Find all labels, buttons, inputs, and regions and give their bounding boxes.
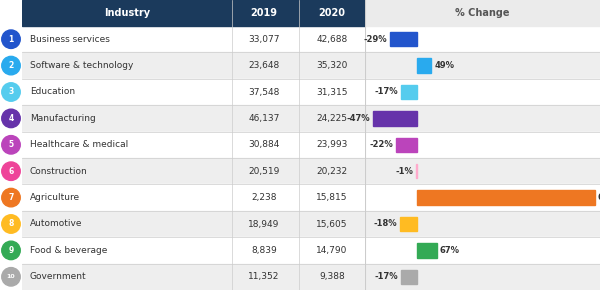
Text: 1: 1 bbox=[8, 35, 14, 44]
Text: 23,993: 23,993 bbox=[316, 140, 347, 149]
Text: 15,815: 15,815 bbox=[316, 193, 348, 202]
Bar bbox=[365, 211, 600, 237]
Text: 8: 8 bbox=[8, 220, 14, 229]
Bar bbox=[365, 184, 600, 211]
Bar bbox=[22, 264, 365, 290]
Text: 2: 2 bbox=[8, 61, 14, 70]
Bar bbox=[22, 158, 365, 184]
Bar bbox=[416, 164, 417, 178]
Text: -22%: -22% bbox=[370, 140, 394, 149]
Bar bbox=[22, 237, 365, 264]
Text: 7: 7 bbox=[8, 193, 14, 202]
Text: Food & beverage: Food & beverage bbox=[30, 246, 107, 255]
Text: Agriculture: Agriculture bbox=[30, 193, 80, 202]
Bar bbox=[22, 26, 365, 52]
Bar bbox=[400, 217, 417, 231]
Text: 37,548: 37,548 bbox=[248, 88, 280, 97]
Bar bbox=[22, 79, 365, 105]
Bar bbox=[22, 132, 365, 158]
Circle shape bbox=[2, 135, 20, 154]
Text: Business services: Business services bbox=[30, 35, 110, 44]
Text: 10: 10 bbox=[7, 274, 16, 279]
Text: 5: 5 bbox=[8, 140, 14, 149]
Circle shape bbox=[2, 268, 20, 286]
Text: Manufacturing: Manufacturing bbox=[30, 114, 96, 123]
Text: Construction: Construction bbox=[30, 167, 88, 176]
Bar bbox=[365, 52, 600, 79]
Circle shape bbox=[2, 162, 20, 180]
Bar bbox=[373, 111, 417, 126]
Text: 46,137: 46,137 bbox=[248, 114, 280, 123]
Bar bbox=[417, 190, 595, 205]
Bar bbox=[417, 243, 437, 258]
Bar bbox=[22, 105, 365, 132]
Text: 20,519: 20,519 bbox=[248, 167, 280, 176]
Text: 49%: 49% bbox=[434, 61, 454, 70]
Bar bbox=[365, 105, 600, 132]
Bar bbox=[365, 79, 600, 105]
Bar bbox=[365, 132, 600, 158]
Text: 2020: 2020 bbox=[319, 8, 346, 18]
Text: Government: Government bbox=[30, 272, 86, 281]
Text: 33,077: 33,077 bbox=[248, 35, 280, 44]
Bar bbox=[401, 269, 417, 284]
Circle shape bbox=[2, 109, 20, 128]
Circle shape bbox=[2, 83, 20, 101]
Text: 3: 3 bbox=[8, 88, 14, 97]
Text: 24,225: 24,225 bbox=[317, 114, 347, 123]
Text: 31,315: 31,315 bbox=[316, 88, 348, 97]
Text: Software & technology: Software & technology bbox=[30, 61, 133, 70]
Circle shape bbox=[2, 30, 20, 48]
Text: 9: 9 bbox=[8, 246, 14, 255]
Text: 6: 6 bbox=[8, 167, 14, 176]
Text: 14,790: 14,790 bbox=[316, 246, 347, 255]
Text: -17%: -17% bbox=[374, 272, 398, 281]
Text: 42,688: 42,688 bbox=[316, 35, 347, 44]
Text: -1%: -1% bbox=[395, 167, 413, 176]
Circle shape bbox=[2, 56, 20, 75]
Text: -17%: -17% bbox=[374, 88, 398, 97]
Text: 2019: 2019 bbox=[250, 8, 277, 18]
Bar bbox=[22, 184, 365, 211]
Text: 11,352: 11,352 bbox=[248, 272, 280, 281]
Bar bbox=[397, 137, 417, 152]
Text: 15,605: 15,605 bbox=[316, 220, 348, 229]
Text: 67%: 67% bbox=[440, 246, 460, 255]
Text: Industry: Industry bbox=[104, 8, 150, 18]
Text: 20,232: 20,232 bbox=[316, 167, 347, 176]
Text: Automotive: Automotive bbox=[30, 220, 83, 229]
Text: Healthcare & medical: Healthcare & medical bbox=[30, 140, 128, 149]
Bar bbox=[390, 32, 417, 46]
Bar bbox=[417, 58, 431, 73]
Bar bbox=[401, 85, 417, 99]
Text: % Change: % Change bbox=[455, 8, 510, 18]
Text: -47%: -47% bbox=[346, 114, 370, 123]
Text: 30,884: 30,884 bbox=[248, 140, 280, 149]
Bar bbox=[365, 26, 600, 52]
Text: 4: 4 bbox=[8, 114, 14, 123]
Bar bbox=[365, 158, 600, 184]
Text: 18,949: 18,949 bbox=[248, 220, 280, 229]
Circle shape bbox=[2, 215, 20, 233]
Bar bbox=[365, 237, 600, 264]
Text: 2,238: 2,238 bbox=[251, 193, 277, 202]
Text: Education: Education bbox=[30, 88, 75, 97]
Bar bbox=[22, 0, 365, 26]
Bar bbox=[22, 211, 365, 237]
Text: 9,388: 9,388 bbox=[319, 272, 345, 281]
Text: 23,648: 23,648 bbox=[248, 61, 280, 70]
Bar bbox=[22, 52, 365, 79]
Text: 35,320: 35,320 bbox=[316, 61, 347, 70]
Text: -18%: -18% bbox=[373, 220, 397, 229]
Text: -29%: -29% bbox=[363, 35, 387, 44]
Bar bbox=[365, 264, 600, 290]
Circle shape bbox=[2, 241, 20, 260]
Text: 8,839: 8,839 bbox=[251, 246, 277, 255]
Bar bbox=[365, 0, 600, 26]
Circle shape bbox=[2, 188, 20, 207]
Text: 607%: 607% bbox=[598, 193, 600, 202]
